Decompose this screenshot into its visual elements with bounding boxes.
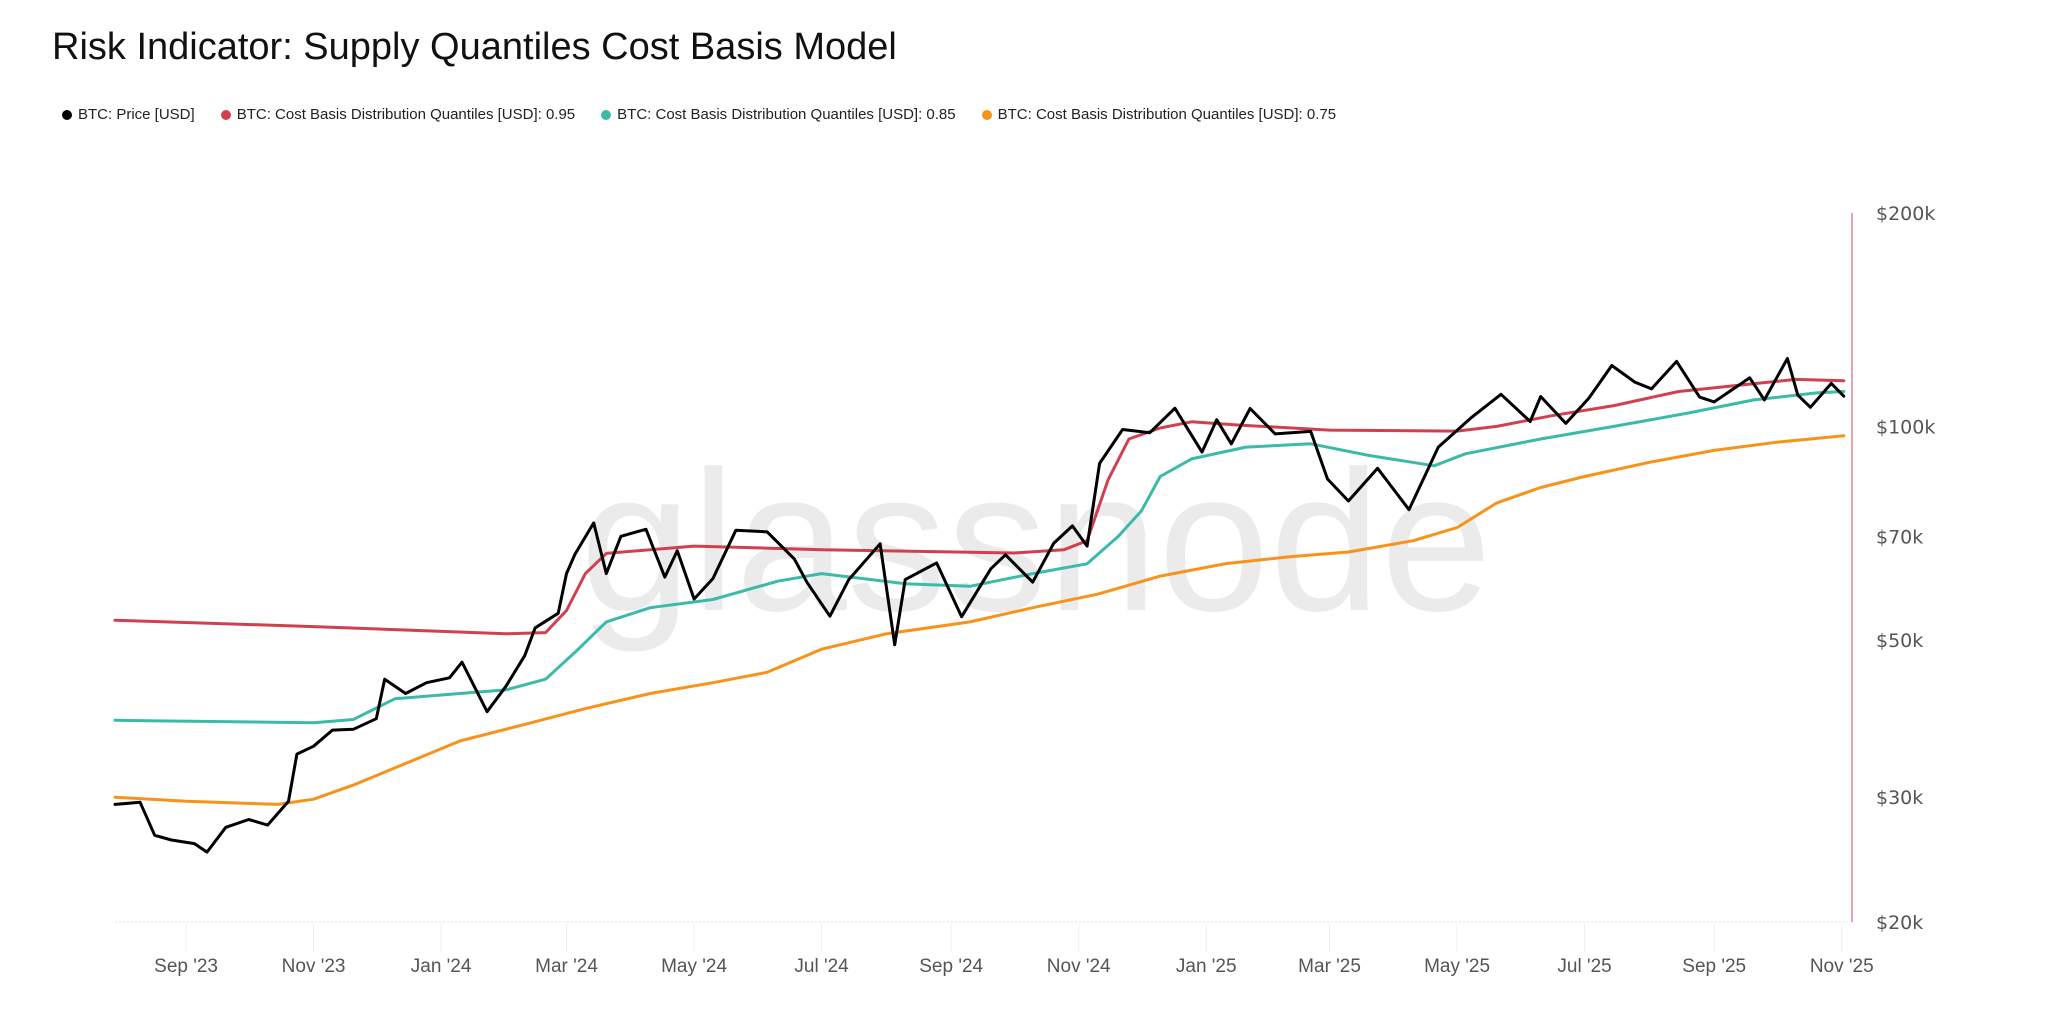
legend-item-price[interactable]: BTC: Price [USD] (62, 106, 195, 123)
x-tick-label: Jul '24 (794, 956, 849, 977)
x-tick-label: Sep '25 (1682, 956, 1746, 977)
series-line-quantile-75 (113, 434, 1846, 806)
x-tick-label: Mar '25 (1298, 956, 1361, 977)
legend-label: BTC: Cost Basis Distribution Quantiles [… (236, 106, 576, 123)
x-tick-label: Sep '23 (154, 956, 218, 977)
x-tick-label: Sep '24 (919, 956, 983, 977)
y-tick-label: $200k (1876, 203, 1935, 225)
legend-label: BTC: Cost Basis Distribution Quantiles [… (617, 106, 956, 123)
x-tick-label: Nov '24 (1047, 956, 1111, 977)
legend-item-q75[interactable]: BTC: Cost Basis Distribution Quantiles [… (981, 106, 1337, 123)
x-tick-label: Jul '25 (1557, 956, 1611, 977)
legend-label: BTC: Price [USD] (78, 106, 195, 123)
series-line-quantile-95 (113, 377, 1846, 636)
y-tick-label: $20k (1876, 912, 1923, 934)
y-tick-label: $50k (1876, 630, 1923, 652)
x-tick-label: May '25 (1424, 956, 1490, 977)
legend-label: BTC: Cost Basis Distribution Quantiles [… (997, 106, 1337, 123)
watermark: glassnode (580, 430, 1492, 653)
legend: BTC: Price [USD] BTC: Cost Basis Distrib… (62, 106, 1336, 123)
legend-item-q85[interactable]: BTC: Cost Basis Distribution Quantiles [… (601, 106, 956, 123)
x-tick-label: Nov '25 (1810, 956, 1874, 977)
legend-dot (981, 109, 992, 120)
legend-dot (62, 109, 72, 120)
x-tick-label: Jan '24 (411, 956, 472, 977)
y-tick-label: $100k (1876, 416, 1935, 438)
legend-dot (220, 109, 231, 120)
x-tick-label: Jan '25 (1176, 956, 1237, 977)
legend-dot (601, 109, 612, 120)
series-line-price (113, 357, 1846, 854)
series-line-quantile-85 (113, 390, 1846, 725)
legend-item-q95[interactable]: BTC: Cost Basis Distribution Quantiles [… (220, 106, 576, 123)
x-tick-label: Nov '23 (282, 956, 346, 977)
chart-title: Risk Indicator: Supply Quantiles Cost Ba… (52, 26, 897, 68)
x-tick-label: Mar '24 (535, 956, 598, 977)
y-tick-label: $70k (1876, 526, 1923, 548)
y-tick-label: $30k (1876, 787, 1923, 809)
x-tick-label: May '24 (661, 956, 727, 977)
